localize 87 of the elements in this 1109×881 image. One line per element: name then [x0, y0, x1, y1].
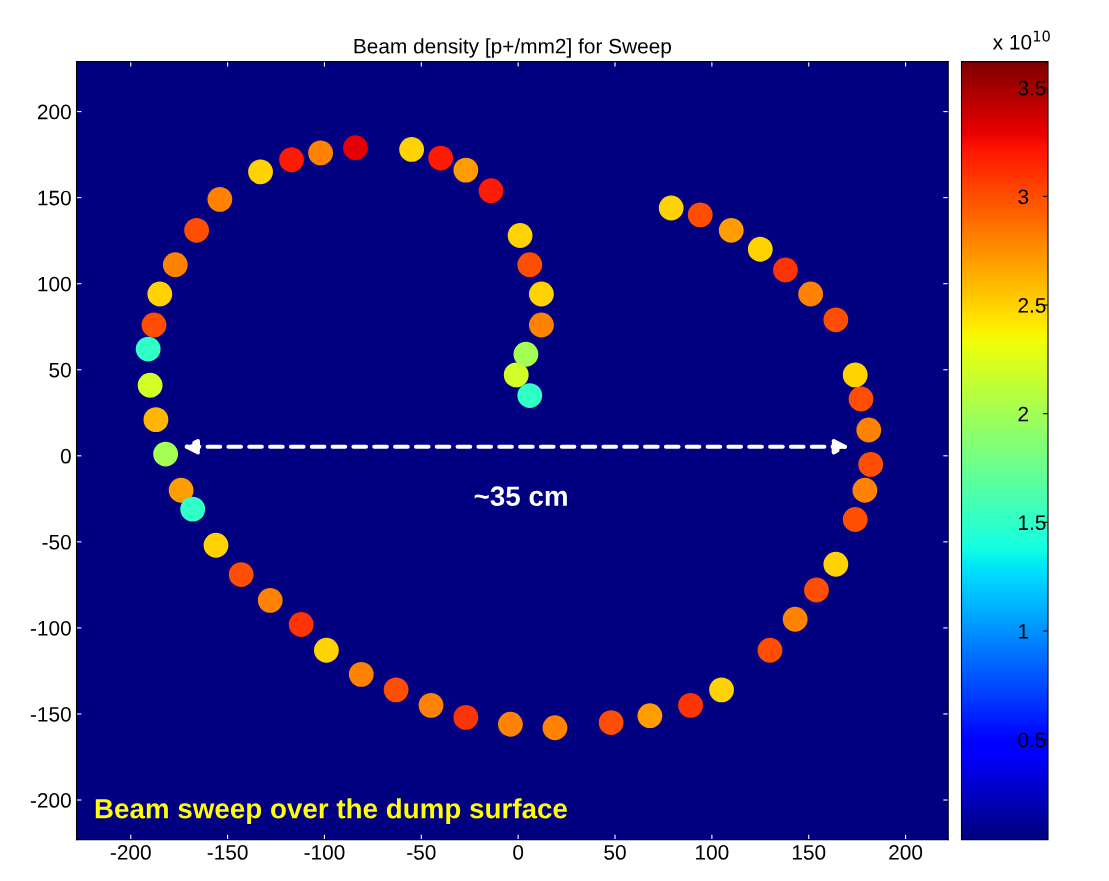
- point: [517, 383, 543, 408]
- y-tick-label: -100: [30, 620, 71, 636]
- point: [143, 407, 169, 433]
- color-bar-label: 3: [1018, 189, 1029, 205]
- chart-title: Beam density [p+/mm2] for Sweep: [354, 38, 671, 58]
- point: [856, 417, 882, 443]
- color-bar-label: 0.5: [1018, 732, 1046, 748]
- point: [453, 157, 479, 183]
- point: [418, 692, 444, 718]
- point: [658, 195, 684, 221]
- y-tick-label: 200: [37, 104, 71, 120]
- point: [308, 140, 334, 166]
- point: [747, 236, 773, 262]
- point: [678, 692, 703, 718]
- color-bar-label: 3.5: [1018, 80, 1046, 96]
- point: [542, 715, 568, 741]
- point: [517, 252, 543, 278]
- point: [528, 281, 554, 307]
- color-bar-label: 1.5: [1019, 515, 1046, 531]
- point: [399, 137, 425, 162]
- y-tick-label: -50: [42, 534, 71, 550]
- point: [248, 159, 273, 185]
- y-tick-label: 50: [49, 362, 71, 378]
- point: [842, 362, 868, 388]
- point: [288, 612, 314, 637]
- y-tick-label: 0: [60, 448, 71, 464]
- y-tick-label: 100: [38, 276, 71, 292]
- point: [313, 637, 339, 663]
- point: [137, 372, 163, 398]
- point: [782, 606, 808, 632]
- point: [203, 532, 229, 558]
- point: [842, 507, 868, 532]
- color-bar-label: 2.5: [1018, 298, 1046, 313]
- annotation: Beam sweep over the dump surface: [95, 798, 567, 825]
- x-tick-label: -200: [110, 845, 151, 860]
- point: [757, 637, 783, 663]
- x-tick-label: -100: [304, 845, 345, 860]
- x-tick-label: -50: [407, 845, 436, 860]
- point: [773, 257, 798, 283]
- point: [348, 661, 374, 687]
- color-bar-label: 1: [1019, 624, 1029, 639]
- point: [687, 202, 713, 228]
- point: [507, 223, 533, 248]
- y-tick-label: 150: [38, 190, 71, 206]
- point: [162, 252, 188, 278]
- point: [228, 562, 254, 587]
- point: [498, 711, 523, 737]
- point: [503, 362, 529, 388]
- color-bar-label: 2: [1018, 406, 1028, 422]
- point: [637, 703, 663, 729]
- color-bar-title: x 10$^{10}$: [992, 30, 1050, 50]
- point: [207, 186, 233, 212]
- point: [180, 496, 206, 522]
- point: [141, 312, 167, 338]
- y-tick-label: -150: [30, 706, 71, 722]
- point: [428, 145, 454, 171]
- point: [147, 281, 173, 307]
- y-tick-label: -200: [30, 793, 71, 808]
- annotation: ~35 cm: [474, 486, 567, 507]
- point: [852, 477, 878, 503]
- x-tick-label: -150: [207, 845, 248, 860]
- x-tick-label: 0: [513, 845, 524, 860]
- x-tick-label: 50: [604, 845, 626, 860]
- point: [478, 178, 504, 204]
- point: [718, 217, 744, 243]
- point: [513, 341, 539, 367]
- point: [823, 551, 849, 577]
- x-tick-label: 150: [792, 845, 826, 860]
- point: [257, 587, 283, 613]
- point: [383, 677, 409, 703]
- point: [184, 217, 210, 243]
- point: [598, 710, 624, 735]
- point: [858, 451, 884, 477]
- point: [453, 704, 479, 730]
- point: [528, 312, 554, 338]
- x-tick-label: 200: [889, 845, 923, 860]
- point: [279, 147, 304, 173]
- point: [848, 386, 874, 412]
- point: [135, 336, 161, 362]
- point: [804, 577, 829, 603]
- point: [168, 477, 194, 503]
- point: [153, 441, 179, 467]
- point: [343, 135, 368, 161]
- x-tick-label: 100: [696, 845, 729, 860]
- point: [823, 307, 849, 333]
- point: [709, 677, 734, 703]
- point: [798, 281, 824, 307]
